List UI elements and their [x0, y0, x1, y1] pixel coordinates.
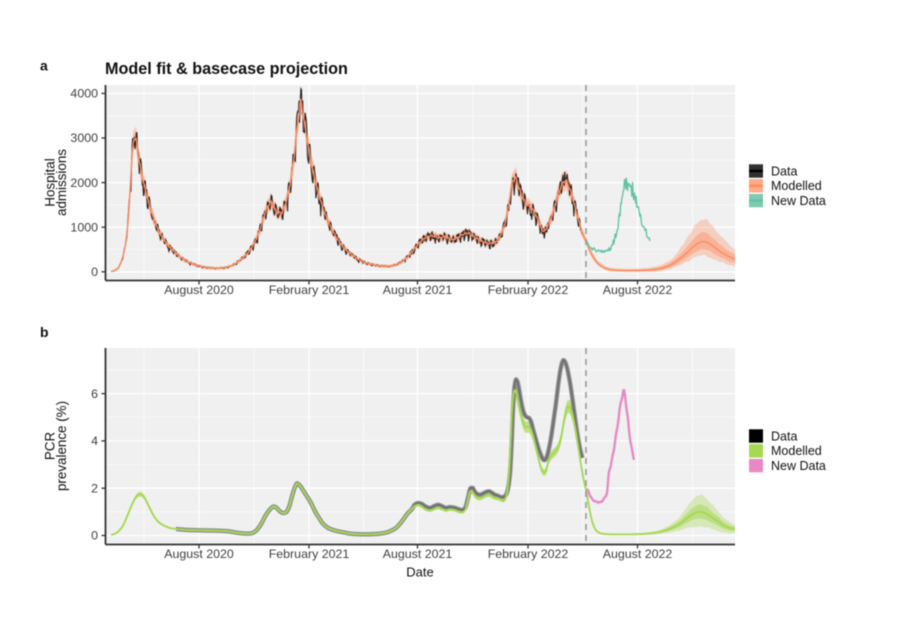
- svg-text:Data: Data: [771, 164, 797, 178]
- svg-text:1000: 1000: [70, 220, 98, 234]
- svg-text:August 2021: August 2021: [383, 547, 453, 561]
- svg-text:Modelled: Modelled: [771, 444, 822, 458]
- svg-text:0: 0: [91, 265, 98, 279]
- svg-text:b: b: [40, 324, 49, 340]
- svg-text:2000: 2000: [70, 176, 98, 190]
- svg-text:New Data: New Data: [771, 459, 826, 473]
- svg-text:New Data: New Data: [771, 194, 826, 208]
- svg-text:August 2021: August 2021: [383, 283, 453, 297]
- svg-text:2: 2: [91, 481, 98, 495]
- svg-text:0: 0: [91, 529, 98, 543]
- svg-text:a: a: [40, 58, 48, 74]
- svg-text:4000: 4000: [70, 87, 98, 101]
- svg-text:Hospitaladmissions: Hospitaladmissions: [42, 149, 69, 216]
- svg-text:3000: 3000: [70, 131, 98, 145]
- svg-text:August 2020: August 2020: [164, 283, 234, 297]
- svg-text:PCRprevalence (%): PCRprevalence (%): [42, 401, 69, 491]
- svg-text:Data: Data: [771, 429, 797, 443]
- svg-text:February 2022: February 2022: [488, 547, 569, 561]
- svg-text:6: 6: [91, 387, 98, 401]
- svg-text:Model fit & basecase projectio: Model fit & basecase projection: [105, 60, 348, 78]
- svg-text:February 2021: February 2021: [269, 283, 350, 297]
- svg-text:August 2020: August 2020: [164, 547, 234, 561]
- svg-text:August 2022: August 2022: [603, 547, 673, 561]
- svg-text:Date: Date: [406, 565, 433, 580]
- svg-text:August 2022: August 2022: [603, 283, 673, 297]
- svg-text:Modelled: Modelled: [771, 179, 822, 193]
- svg-text:4: 4: [91, 434, 98, 448]
- svg-text:February 2022: February 2022: [488, 283, 569, 297]
- svg-text:February 2021: February 2021: [269, 547, 350, 561]
